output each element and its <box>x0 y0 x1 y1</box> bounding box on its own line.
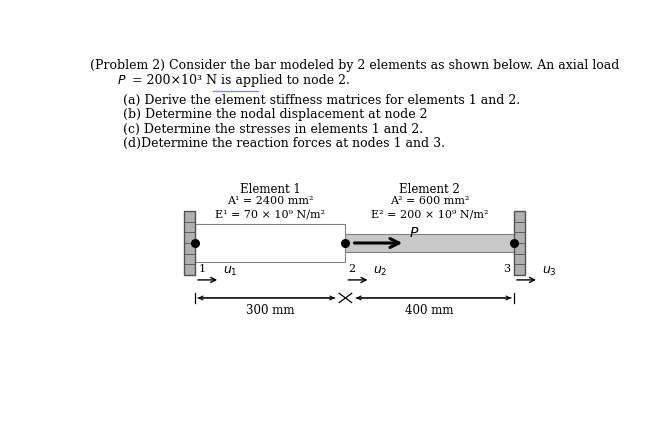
Text: (d)Determine the reaction forces at nodes 1 and 3.: (d)Determine the reaction forces at node… <box>122 137 444 150</box>
Text: 2: 2 <box>348 265 355 274</box>
Text: = 200×10³ N is applied to node 2.: = 200×10³ N is applied to node 2. <box>132 74 350 87</box>
Bar <box>345 234 514 252</box>
Text: $u_2$: $u_2$ <box>373 265 388 278</box>
Text: $u_3$: $u_3$ <box>542 265 557 278</box>
Bar <box>514 211 525 275</box>
Text: $P$: $P$ <box>117 74 127 87</box>
Bar <box>195 224 345 262</box>
Text: E¹ = 70 × 10⁹ N/m²: E¹ = 70 × 10⁹ N/m² <box>215 210 325 219</box>
Text: $P$: $P$ <box>409 226 419 240</box>
Text: Element 1: Element 1 <box>240 183 300 196</box>
Text: Element 2: Element 2 <box>399 183 460 196</box>
Text: (a) Derive the element stiffness matrices for elements 1 and 2.: (a) Derive the element stiffness matrice… <box>122 94 520 107</box>
Bar <box>184 211 195 275</box>
Text: 300 mm: 300 mm <box>246 304 294 317</box>
Text: $u_1$: $u_1$ <box>223 265 237 278</box>
Text: 400 mm: 400 mm <box>405 304 454 317</box>
Text: (b) Determine the nodal displacement at node 2: (b) Determine the nodal displacement at … <box>122 108 427 121</box>
Text: A¹ = 2400 mm²: A¹ = 2400 mm² <box>227 196 314 206</box>
Text: A² = 600 mm²: A² = 600 mm² <box>390 196 470 206</box>
Text: 1: 1 <box>198 265 205 274</box>
Text: E² = 200 × 10⁹ N/m²: E² = 200 × 10⁹ N/m² <box>371 210 488 219</box>
Text: 3: 3 <box>502 265 510 274</box>
Text: (Problem 2) Consider the bar modeled by 2 elements as shown below. An axial load: (Problem 2) Consider the bar modeled by … <box>90 59 619 72</box>
Text: (c) Determine the stresses in elements 1 and 2.: (c) Determine the stresses in elements 1… <box>122 123 423 135</box>
